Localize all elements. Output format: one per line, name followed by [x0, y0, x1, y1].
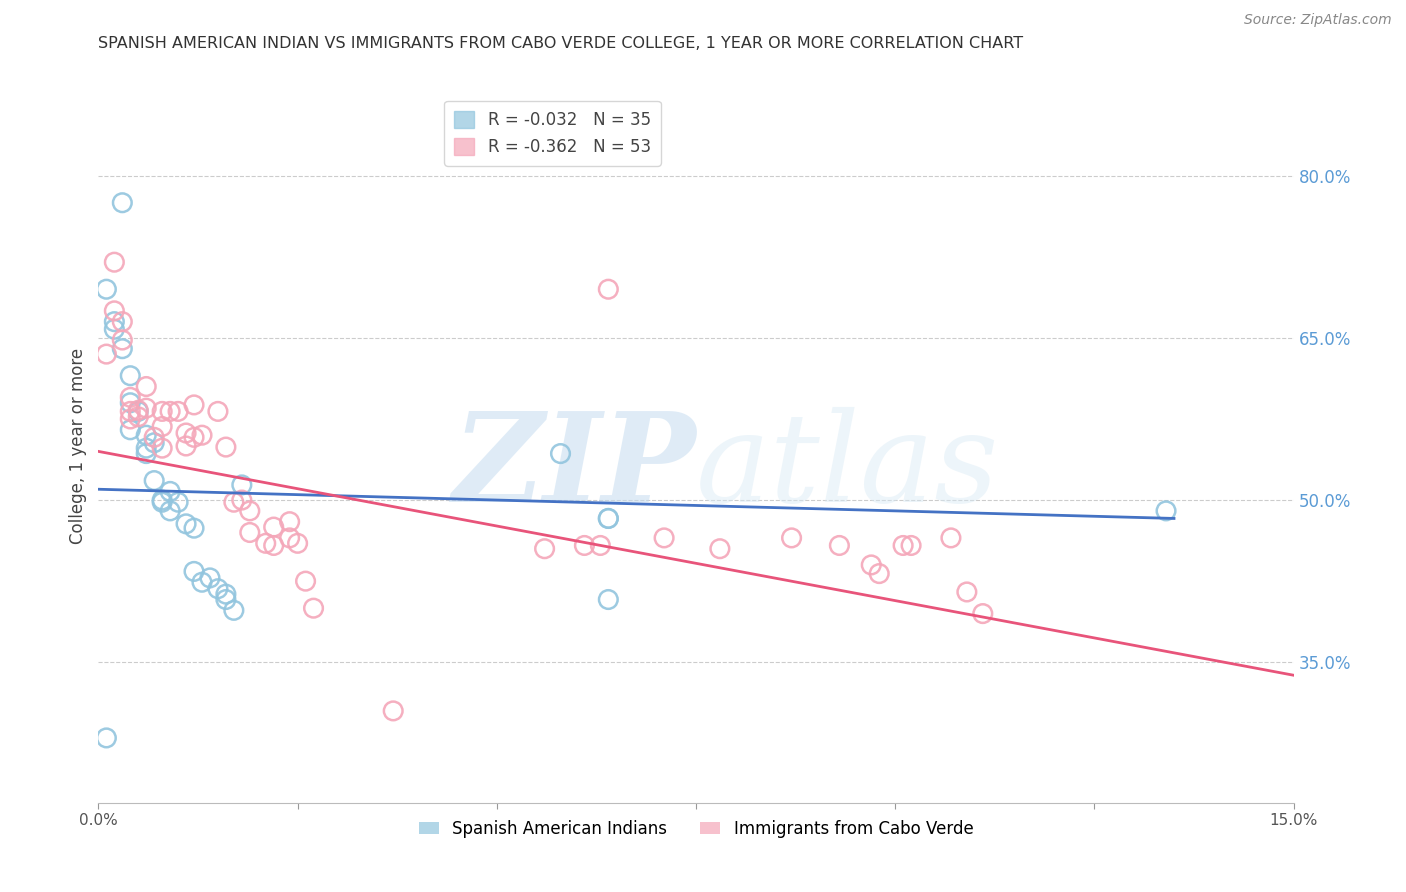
Point [191, 428, 214, 442]
Point [150, 493, 173, 508]
Point [900, 539, 922, 553]
Point [174, 516, 197, 531]
Point [159, 404, 181, 418]
Point [167, 495, 190, 509]
Point [135, 379, 157, 393]
Point [215, 440, 238, 454]
Point [652, 531, 675, 545]
Point [111, 342, 134, 356]
Point [709, 541, 731, 556]
Point [143, 435, 166, 450]
Point [120, 396, 142, 410]
Point [183, 430, 205, 444]
Text: Source: ZipAtlas.com: Source: ZipAtlas.com [1244, 13, 1392, 28]
Point [135, 441, 157, 455]
Point [287, 536, 309, 550]
Point [215, 587, 238, 601]
Point [150, 419, 173, 434]
Point [183, 521, 205, 535]
Point [159, 484, 181, 499]
Point [150, 495, 173, 509]
Point [150, 441, 173, 455]
Point [302, 601, 325, 615]
Point [135, 428, 157, 442]
Point [278, 531, 301, 545]
Point [239, 525, 262, 540]
Point [111, 333, 134, 347]
Point [198, 571, 221, 585]
Point [278, 515, 301, 529]
Text: ZIP: ZIP [453, 407, 696, 528]
Point [127, 403, 149, 417]
Point [120, 390, 142, 404]
Point [191, 575, 214, 590]
Point [159, 504, 181, 518]
Point [598, 282, 620, 296]
Point [103, 315, 125, 329]
Point [891, 539, 914, 553]
Point [150, 404, 173, 418]
Point [598, 511, 620, 525]
Point [294, 574, 316, 589]
Point [574, 539, 596, 553]
Point [96, 347, 118, 361]
Point [120, 404, 142, 418]
Point [143, 430, 166, 444]
Point [103, 255, 125, 269]
Point [860, 558, 883, 572]
Point [828, 539, 851, 553]
Legend: Spanish American Indians, Immigrants from Cabo Verde: Spanish American Indians, Immigrants fro… [412, 814, 980, 845]
Text: SPANISH AMERICAN INDIAN VS IMMIGRANTS FROM CABO VERDE COLLEGE, 1 YEAR OR MORE CO: SPANISH AMERICAN INDIAN VS IMMIGRANTS FR… [98, 36, 1024, 51]
Point [103, 322, 125, 336]
Point [120, 368, 142, 383]
Point [868, 566, 890, 581]
Point [143, 474, 166, 488]
Point [598, 511, 620, 525]
Point [174, 439, 197, 453]
Point [382, 704, 405, 718]
Point [939, 531, 962, 545]
Point [254, 536, 277, 550]
Point [222, 603, 245, 617]
Point [103, 303, 125, 318]
Point [96, 282, 118, 296]
Point [589, 539, 612, 553]
Point [239, 504, 262, 518]
Point [120, 412, 142, 426]
Point [780, 531, 803, 545]
Point [183, 398, 205, 412]
Point [231, 478, 253, 492]
Point [111, 195, 134, 210]
Point [167, 404, 190, 418]
Point [111, 315, 134, 329]
Point [550, 446, 572, 460]
Point [207, 582, 229, 596]
Point [135, 446, 157, 460]
Point [972, 607, 994, 621]
Point [215, 592, 238, 607]
Point [1154, 504, 1177, 518]
Point [956, 585, 979, 599]
Point [127, 404, 149, 418]
Point [533, 541, 555, 556]
Point [127, 409, 149, 424]
Point [183, 565, 205, 579]
Point [120, 423, 142, 437]
Point [598, 592, 620, 607]
Point [231, 493, 253, 508]
Point [263, 539, 285, 553]
Y-axis label: College, 1 year or more: College, 1 year or more [69, 348, 87, 544]
Point [263, 520, 285, 534]
Point [135, 401, 157, 416]
Point [222, 495, 245, 509]
Point [207, 404, 229, 418]
Text: atlas: atlas [696, 407, 1000, 528]
Point [96, 731, 118, 745]
Point [174, 425, 197, 440]
